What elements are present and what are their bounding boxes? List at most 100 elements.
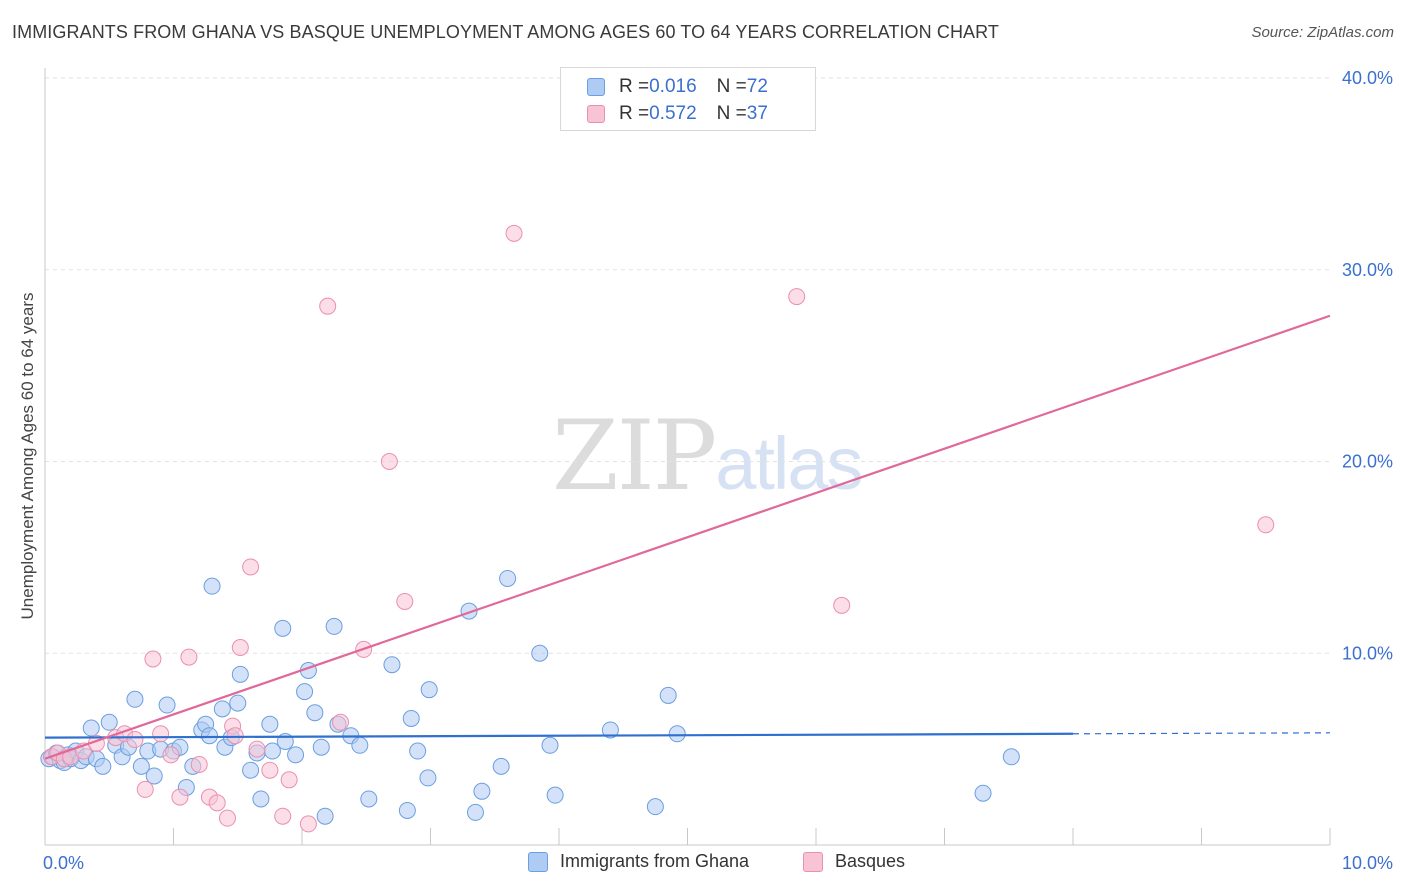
- watermark-zip: ZIP: [552, 400, 717, 512]
- ghana-legend-label: Immigrants from Ghana: [560, 851, 750, 871]
- basque-point: [319, 297, 337, 315]
- basque-point: [380, 453, 398, 470]
- ghana-point: [287, 746, 305, 764]
- basque-point: [162, 746, 180, 764]
- ghana-point: [409, 742, 427, 760]
- basque-point: [126, 731, 144, 749]
- x-tick-label-start: 0.0%: [43, 853, 84, 873]
- ghana-point: [252, 790, 270, 808]
- ghana-point: [1002, 748, 1020, 766]
- ghana-point: [420, 681, 438, 699]
- ghana-point: [316, 807, 334, 825]
- ghana-point: [419, 769, 437, 787]
- ghana-point: [203, 577, 221, 595]
- basque-point: [152, 725, 170, 743]
- ghana-point: [100, 713, 118, 731]
- basque-legend-label: Basques: [835, 851, 906, 871]
- tick-labels: 10.0% 20.0% 30.0% 40.0% 0.0% 10.0%: [43, 68, 1393, 873]
- y-tick-label: 40.0%: [1342, 68, 1393, 88]
- watermark-atlas: atlas: [715, 422, 863, 505]
- basque-point: [788, 288, 806, 306]
- ghana-point: [473, 782, 491, 800]
- basque-point: [833, 596, 851, 614]
- ghana-swatch: [587, 78, 605, 96]
- ghana-trend-line: [44, 732, 1074, 739]
- ghana-point: [398, 801, 416, 819]
- ghana-point: [383, 656, 401, 674]
- legend-row-basque: R = 0.572 N = 37: [587, 101, 768, 127]
- ghana-n-label: N =: [716, 76, 747, 97]
- basque-point: [280, 771, 298, 789]
- ghana-point: [126, 690, 144, 708]
- ghana-point: [659, 686, 677, 704]
- ghana-point: [325, 617, 343, 635]
- basque-point: [242, 558, 260, 576]
- gridlines: [45, 77, 1330, 654]
- series-legend-ghana[interactable]: Immigrants from Ghana: [528, 851, 749, 872]
- ghana-point: [351, 736, 369, 754]
- basque-point: [332, 713, 350, 731]
- ghana-point: [668, 725, 686, 743]
- basque-point: [144, 650, 162, 668]
- ghana-r-label: R =: [619, 76, 650, 97]
- basque-point: [231, 638, 249, 656]
- ghana-point: [312, 738, 330, 756]
- basque-point: [218, 809, 236, 827]
- series-legend-basque[interactable]: Basques: [803, 851, 905, 872]
- basque-point: [226, 727, 244, 745]
- basque-point: [505, 224, 523, 242]
- ghana-point: [145, 767, 163, 785]
- basque-point: [190, 755, 208, 773]
- ghana-point: [531, 644, 549, 662]
- y-tick-label: 10.0%: [1342, 643, 1393, 663]
- basque-point: [396, 592, 414, 610]
- trend-lines: [44, 314, 1331, 760]
- ghana-n-value: 72: [746, 76, 768, 97]
- ghana-point: [541, 736, 559, 754]
- ghana-legend-swatch: [528, 851, 548, 872]
- ghana-point: [974, 784, 992, 802]
- basque-point: [299, 815, 317, 833]
- ghana-point: [82, 719, 100, 737]
- watermark: ZIPatlas: [552, 400, 864, 512]
- ghana-point: [274, 619, 292, 637]
- ghana-point: [499, 569, 517, 587]
- basque-point: [180, 648, 198, 666]
- basque-point: [171, 788, 189, 806]
- basque-point: [1257, 516, 1275, 534]
- ghana-point: [360, 790, 378, 808]
- ghana-point: [200, 727, 218, 745]
- ghana-point: [402, 709, 420, 727]
- chart-title: IMMIGRANTS FROM GHANA VS BASQUE UNEMPLOY…: [12, 22, 1000, 42]
- ghana-point: [492, 757, 510, 775]
- basque-n-value: 37: [746, 103, 768, 124]
- basque-swatch: [587, 105, 605, 123]
- basque-r-value: 0.572: [649, 103, 697, 124]
- basque-point: [136, 780, 154, 798]
- ghana-trend-extension: [1072, 732, 1331, 735]
- ghana-point: [132, 757, 150, 775]
- y-tick-label: 30.0%: [1342, 260, 1393, 280]
- ghana-point: [296, 683, 314, 701]
- correlation-legend: R = 0.016 N = 72 R = 0.572 N = 37: [560, 67, 816, 131]
- ghana-points: [40, 569, 1020, 825]
- ghana-point: [242, 761, 260, 779]
- ghana-point: [306, 704, 324, 722]
- ghana-r-value: 0.016: [649, 76, 697, 97]
- basque-point: [208, 794, 226, 812]
- basque-point: [261, 761, 279, 779]
- ghana-point: [646, 798, 664, 816]
- basque-legend-swatch: [803, 851, 823, 872]
- ghana-point: [213, 700, 231, 718]
- ghana-point: [601, 721, 619, 739]
- basque-n-label: N =: [716, 103, 747, 124]
- axes: [44, 68, 1331, 846]
- y-tick-label: 20.0%: [1342, 452, 1393, 472]
- source-label: Source: ZipAtlas.com: [1251, 24, 1394, 41]
- basque-point: [274, 807, 292, 825]
- ghana-point: [546, 786, 564, 804]
- ghana-point: [158, 696, 176, 714]
- basque-point: [248, 740, 266, 758]
- ghana-point: [466, 803, 484, 821]
